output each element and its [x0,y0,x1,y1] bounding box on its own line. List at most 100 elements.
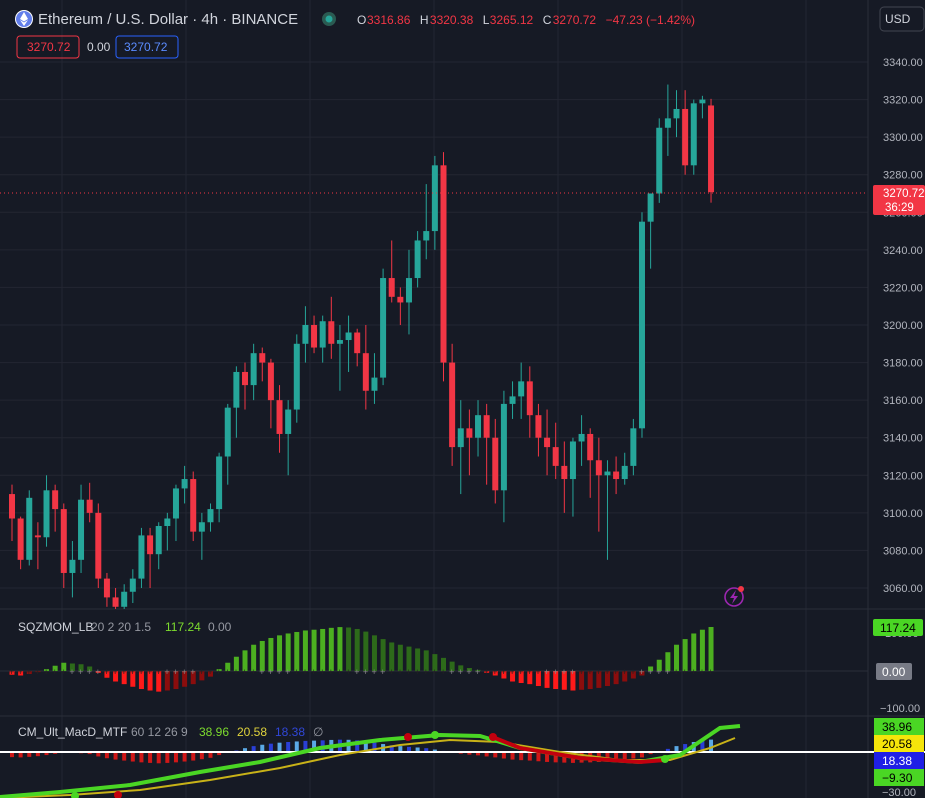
macd-cross-dot [431,731,439,739]
candle-body [328,321,335,344]
ohlc-label: H [420,13,429,27]
ohlc-value: 3270.72 [553,13,597,27]
squeeze-dot: + [579,667,584,677]
candle-body [181,479,188,489]
candle-body [561,465,568,480]
macd-bar [683,744,688,752]
squeeze-dot: + [233,667,238,677]
candle-body [293,343,300,410]
macd-value-3: 18.38 [275,725,305,739]
ohlc-label: O [357,13,366,27]
squeeze-dot: + [337,667,342,677]
sqzmom-bar [561,671,567,690]
candle-body [647,193,654,222]
sqzmom-bar [406,646,412,671]
squeeze-dot: + [397,667,402,677]
price-axis[interactable]: 3340.003320.003300.003280.003260.003240.… [883,57,923,595]
sqzmom-bar [380,639,386,671]
candle-body [336,340,343,344]
candle-body [578,433,585,442]
candle-body [380,278,387,378]
sqzmom-bar [35,671,41,673]
candle-body [276,400,283,434]
macd-axis: 38.96 20.58 18.38 −9.30 −30.00 [874,718,924,798]
sqzmom-bar [397,644,403,671]
macd-bar [139,752,144,763]
macd-axis-3: 18.38 [882,754,912,768]
candle-body [440,165,447,363]
sqzmom-bar [484,671,490,673]
squeeze-dot: + [18,667,23,677]
candle-body [112,597,119,607]
grid-lines [0,0,868,798]
macd-bar [312,740,317,752]
squeeze-dot: + [561,667,566,677]
squeeze-dot: + [190,667,195,677]
sqzmom-bar [415,648,421,671]
macd-bar [519,752,524,761]
candle-body [466,428,473,438]
sell-button[interactable]: 3270.72 [16,35,80,59]
squeeze-dot: + [604,667,609,677]
sqzmom-bar [78,664,84,671]
candle-body [664,118,671,128]
macd-bar [27,752,32,757]
candle-body [26,497,33,560]
squeeze-dot: + [69,667,74,677]
currency-button[interactable]: USD [879,6,925,32]
price-tick: 3080.00 [883,545,923,557]
candle-body [552,447,559,466]
sqzmom-axis-value: 117.24 [880,621,916,635]
macd-bar [432,749,437,752]
sqzmom-bar [285,633,291,671]
candle-body [86,499,93,513]
sqzmom-name: SQZMOM_LB [18,620,93,634]
macd-legend[interactable]: CM_Ult_MacD_MTF 60 12 26 9 38.96 20.58 1… [18,725,323,739]
sqzmom-params: 20 2 20 1.5 [91,620,151,634]
macd-value-4: ∅ [313,725,323,739]
macd-bar [260,744,265,752]
macd-value-1: 38.96 [199,725,229,739]
ohlc-value: 3265.12 [490,13,534,27]
squeeze-dot: + [510,667,515,677]
price-tick: 3200.00 [883,320,923,332]
macd-bar [363,741,368,752]
candles-group[interactable] [9,84,715,609]
candle-body [164,518,171,527]
candle-body [483,415,490,438]
ohlc-value: −47.23 (−1.42%) [606,13,695,27]
macd-cross-dot [489,733,497,741]
macd-cross-dot [71,792,79,798]
macd-bar [467,752,472,755]
sqzmom-legend[interactable]: SQZMOM_LB 20 2 20 1.5 117.24 0.00 [18,620,232,634]
candle-body [535,415,542,438]
price-tick: 3280.00 [883,170,923,182]
candle-body [17,518,24,560]
sqzmom-bar [570,671,576,691]
buy-button[interactable]: 3270.72 [115,35,179,59]
sqzmom-bar [121,671,127,685]
squeeze-dot: + [484,667,489,677]
price-tick: 3220.00 [883,282,923,294]
candle-body [129,578,136,592]
candle-body [250,353,257,386]
macd-axis-4: −9.30 [882,771,913,785]
squeeze-dot: + [596,667,601,677]
squeeze-dot: + [363,667,368,677]
squeeze-dot: + [259,667,264,677]
macd-bar [286,742,291,752]
price-tick: 3100.00 [883,508,923,520]
lightning-icon[interactable] [724,586,744,607]
macd-bar [199,752,204,760]
price-tick: 3240.00 [883,245,923,257]
macd-bar [527,752,532,761]
sqzmom-value: 117.24 [165,620,201,634]
price-tick: 3120.00 [883,470,923,482]
symbol-header[interactable]: Ethereum / U.S. Dollar · 4h · BINANCE [15,10,336,28]
macd-bar [113,752,118,760]
sqzmom-bar [173,671,179,690]
symbol-title: Ethereum / U.S. Dollar · 4h · BINANCE [38,11,298,28]
candle-body [216,456,223,510]
candle-body [621,465,628,480]
squeeze-dot: + [458,667,463,677]
